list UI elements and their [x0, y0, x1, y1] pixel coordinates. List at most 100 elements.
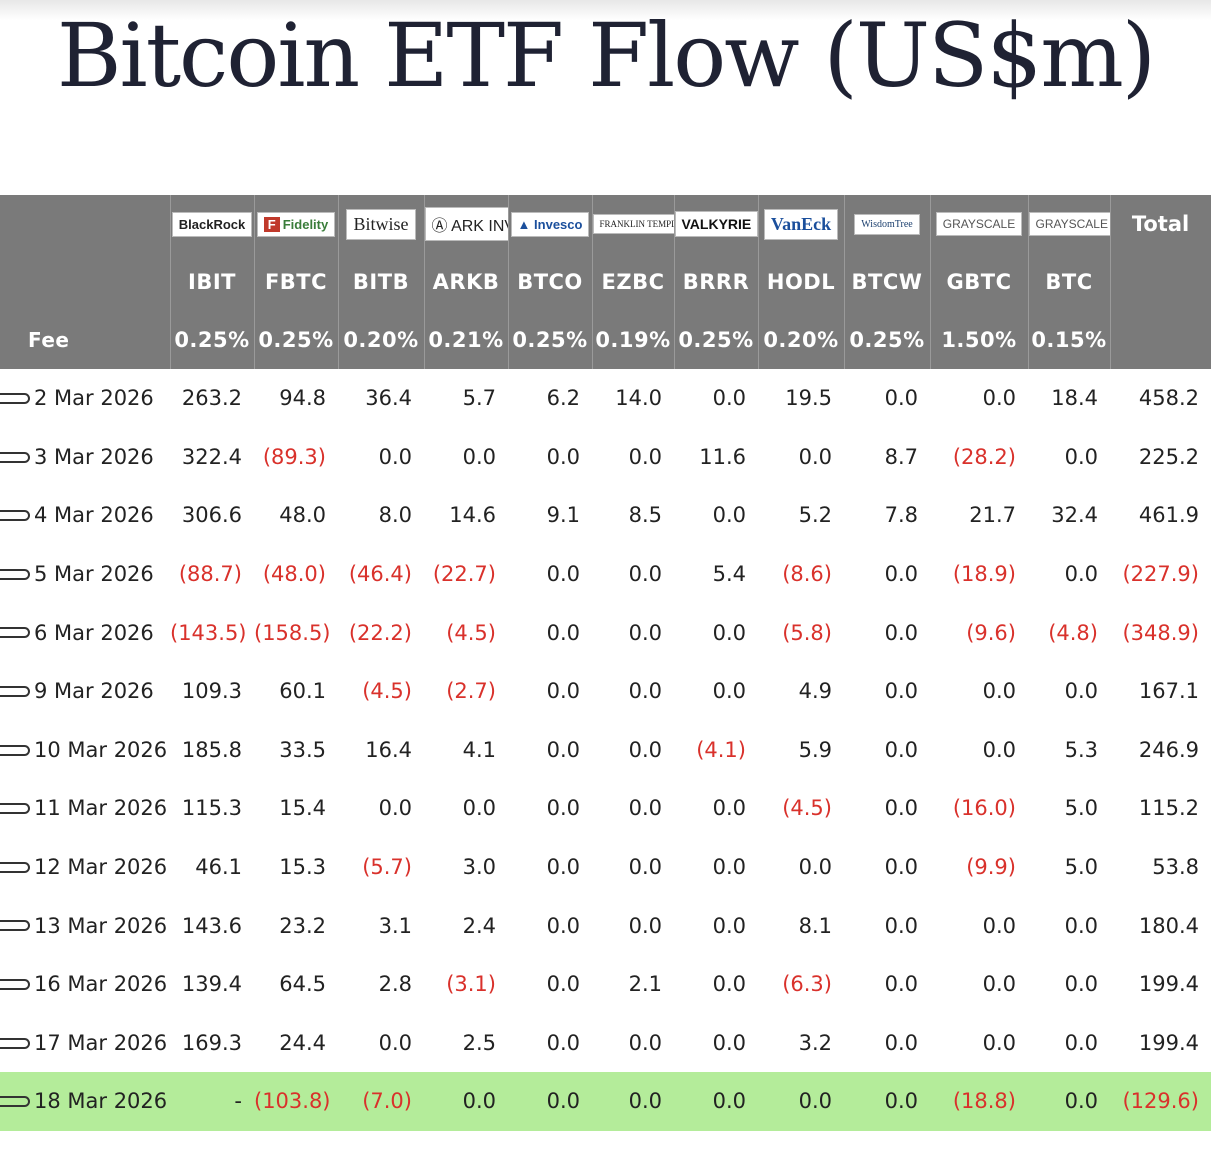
- issuer-logo-label: Bitwise: [353, 213, 409, 234]
- flow-cell-btco: 0.0: [546, 1030, 580, 1055]
- issuer-logo-label: VALKYRIE: [681, 216, 752, 232]
- page-title: Bitcoin ETF Flow (US$m): [56, 4, 1156, 107]
- issuer-logo: ▲ Invesco: [510, 211, 590, 237]
- date-cell: 10 Mar 2026: [0, 721, 170, 780]
- flow-cell-fbtc: (48.0): [262, 562, 326, 587]
- fee-row: Fee 0.25% 0.25% 0.20% 0.21% 0.25% 0.19% 0.25% 0…: [0, 311, 1211, 369]
- flow-cell-bitb: 2.8: [378, 972, 412, 997]
- flow-cell-gbtc: 0.0: [982, 679, 1016, 704]
- date-label: 11 Mar 2026: [34, 796, 168, 821]
- date-cell: 17 Mar 2026: [0, 1014, 170, 1073]
- table-row: 13 Mar 2026 143.6 23.2 3.1 2.4 0.0 0.0 0.0 8.1 0.…: [0, 896, 1211, 955]
- ticker-btc: BTC: [1028, 253, 1111, 311]
- row-marker-icon: [0, 451, 30, 463]
- flow-cell-btc: (4.8): [1048, 620, 1098, 645]
- total-cell: 461.9: [1138, 503, 1199, 528]
- issuer-logo-label: FRANKLIN TEMPLETON: [599, 219, 674, 230]
- issuer-logo-label: WisdomTree: [861, 218, 913, 230]
- total-cell: 115.2: [1138, 796, 1199, 821]
- ark-logo-icon: Ⓐ: [431, 218, 452, 235]
- issuer-logo-label: GRAYSCALE: [942, 217, 1016, 231]
- table-row: 4 Mar 2026 306.6 48.0 8.0 14.6 9.1 8.5 0.0 5.2 7.…: [0, 486, 1211, 545]
- ticker-fbtc: FBTC: [254, 253, 339, 311]
- flow-cell-btcw: 8.7: [884, 444, 918, 469]
- issuer-logo: VALKYRIE: [674, 211, 757, 237]
- flow-cell-gbtc: 0.0: [982, 386, 1016, 411]
- flow-cell-ibit: 115.3: [181, 796, 242, 821]
- issuer-logo-cell: GRAYSCALE: [930, 195, 1029, 253]
- total-cell: 180.4: [1138, 913, 1199, 938]
- ticker-btcw: BTCW: [844, 253, 931, 311]
- flow-cell-ibit: (143.5): [170, 620, 247, 645]
- flow-cell-ibit: 143.6: [181, 913, 242, 938]
- date-cell: 4 Mar 2026: [0, 486, 170, 545]
- invesco-mountain-icon: ▲: [517, 216, 535, 232]
- flow-cell-brrr: 0.0: [712, 1030, 746, 1055]
- date-cell: 18 Mar 2026: [0, 1072, 170, 1131]
- ticker-row: IBIT FBTC BITB ARKB BTCO EZBC BRRR HODL BTCW GBTC…: [0, 253, 1211, 311]
- fee-btcw: 0.25%: [844, 311, 931, 369]
- flow-cell-btco: 9.1: [546, 503, 580, 528]
- fee-label: Fee: [0, 311, 171, 369]
- total-cell: 167.1: [1138, 679, 1199, 704]
- flow-cell-gbtc: (28.2): [952, 444, 1016, 469]
- flow-cell-arkb: (22.7): [432, 562, 496, 587]
- flow-cell-ezbc: 0.0: [628, 679, 662, 704]
- flow-cell-ezbc: 0.0: [628, 737, 662, 762]
- flow-cell-bitb: (22.2): [348, 620, 412, 645]
- flow-cell-gbtc: (9.6): [966, 620, 1016, 645]
- flow-cell-gbtc: (18.8): [930, 1072, 1028, 1131]
- date-cell: 9 Mar 2026: [0, 662, 170, 721]
- ticker-corner: [0, 253, 171, 311]
- fee-gbtc: 1.50%: [930, 311, 1029, 369]
- flow-cell-fbtc: 23.2: [279, 913, 326, 938]
- date-label: 3 Mar 2026: [34, 444, 154, 469]
- flow-cell-brrr: 0.0: [712, 503, 746, 528]
- date-cell: 12 Mar 2026: [0, 838, 170, 897]
- flow-cell-fbtc: (158.5): [254, 620, 331, 645]
- total-cell: 199.4: [1138, 972, 1199, 997]
- flow-cell-hodl: 3.2: [798, 1030, 832, 1055]
- flow-cell-arkb: 5.7: [462, 386, 496, 411]
- issuer-logo-cell: GRAYSCALE: [1028, 195, 1111, 253]
- flow-cell-hodl: (8.6): [782, 562, 832, 587]
- corner-cell: [0, 195, 171, 253]
- flow-cell-ibit: 46.1: [195, 855, 242, 880]
- row-marker-icon: [0, 744, 30, 756]
- ticker-gbtc: GBTC: [930, 253, 1029, 311]
- issuer-logo-label: Fidelity: [282, 216, 329, 232]
- flow-cell-btc: 18.4: [1051, 386, 1098, 411]
- fee-btc: 0.15%: [1028, 311, 1111, 369]
- flow-cell-fbtc: 60.1: [279, 679, 326, 704]
- flow-cell-ibit: -: [170, 1072, 254, 1131]
- fee-ibit: 0.25%: [170, 311, 255, 369]
- issuer-logo-label: ARK INVEST: [451, 218, 507, 235]
- flow-cell-arkb: (3.1): [446, 972, 496, 997]
- issuer-logo-label: GRAYSCALE: [1035, 217, 1108, 231]
- flow-cell-btco: 0.0: [546, 679, 580, 704]
- flow-cell-gbtc: 0.0: [982, 1030, 1016, 1055]
- flow-cell-bitb: 0.0: [378, 444, 412, 469]
- flow-cell-gbtc: (18.9): [952, 562, 1016, 587]
- ticker-brrr: BRRR: [674, 253, 759, 311]
- flow-cell-btco: 0.0: [546, 913, 580, 938]
- flow-cell-bitb: 3.1: [378, 913, 412, 938]
- flow-cell-btco: 0.0: [546, 972, 580, 997]
- issuer-logo-cell: Bitwise: [338, 195, 425, 253]
- flow-cell-hodl: (4.5): [782, 796, 832, 821]
- date-label: 5 Mar 2026: [34, 562, 154, 587]
- flow-cell-fbtc: 94.8: [279, 386, 326, 411]
- flow-cell-fbtc: 48.0: [279, 503, 326, 528]
- ticker-row-total: [1110, 253, 1211, 311]
- flow-cell-btcw: 0.0: [884, 620, 918, 645]
- flow-cell-btco: 0.0: [546, 855, 580, 880]
- date-label: 16 Mar 2026: [34, 972, 168, 997]
- flow-cell-ibit: (88.7): [178, 562, 242, 587]
- date-label: 18 Mar 2026: [34, 1089, 168, 1114]
- flow-cell-btc: 0.0: [1064, 444, 1098, 469]
- issuer-logo-cell: BlackRock: [170, 195, 255, 253]
- flow-cell-btc: 0.0: [1028, 1072, 1110, 1131]
- flow-cell-bitb: 36.4: [365, 386, 412, 411]
- ticker-arkb: ARKB: [424, 253, 509, 311]
